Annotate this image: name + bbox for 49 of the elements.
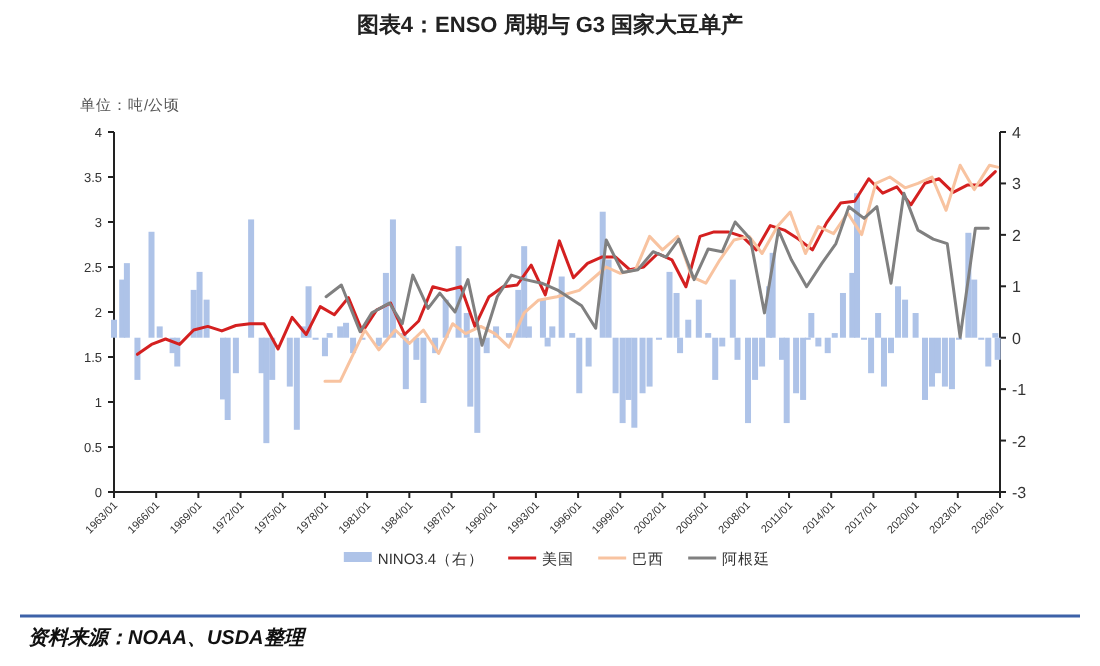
y2-tick-label: 1 xyxy=(1012,278,1022,297)
y2-tick-label: 3 xyxy=(1012,175,1022,194)
bar xyxy=(941,337,948,387)
bar xyxy=(420,337,427,404)
bar xyxy=(248,219,255,338)
y2-tick-label: 4 xyxy=(1012,124,1022,142)
bar xyxy=(224,337,231,420)
y2-tick-label: -2 xyxy=(1012,432,1028,451)
bar xyxy=(631,337,638,428)
y2-tick-label: -1 xyxy=(1012,381,1028,400)
bar xyxy=(685,319,692,338)
bar xyxy=(293,337,300,430)
y2-tick-label: 2 xyxy=(1012,226,1022,245)
bar xyxy=(880,337,887,387)
bar xyxy=(402,337,409,390)
bar xyxy=(994,337,1001,360)
bar xyxy=(912,313,919,338)
y2-tick-label: 0 xyxy=(1012,329,1022,348)
bar xyxy=(985,337,992,367)
bar xyxy=(123,263,130,338)
bar xyxy=(948,337,955,390)
bar xyxy=(585,337,592,367)
bar xyxy=(263,337,270,444)
bar xyxy=(337,326,344,338)
bar xyxy=(558,276,565,338)
bar xyxy=(576,337,583,394)
bar xyxy=(483,337,490,354)
bar xyxy=(895,286,902,338)
bar xyxy=(666,271,673,338)
bar xyxy=(389,219,396,338)
bar xyxy=(854,193,861,338)
bar xyxy=(196,271,203,338)
bar xyxy=(134,337,141,380)
bar xyxy=(824,337,831,354)
bar xyxy=(343,322,350,338)
bar xyxy=(148,231,155,338)
bar xyxy=(815,337,822,347)
bar xyxy=(474,337,481,433)
bar xyxy=(712,337,719,380)
y2-tick-label: -3 xyxy=(1012,484,1028,502)
bar xyxy=(921,337,928,400)
bar xyxy=(745,337,752,424)
bar xyxy=(800,337,807,400)
bar xyxy=(321,337,328,357)
text: 资料来源：NOAA、USDA整理 xyxy=(28,626,308,650)
bar xyxy=(875,313,882,338)
bar xyxy=(868,337,875,374)
chart-title: 图表4：ENSO 周期与 G3 国家大豆单产 xyxy=(356,12,744,38)
bar xyxy=(808,313,815,338)
